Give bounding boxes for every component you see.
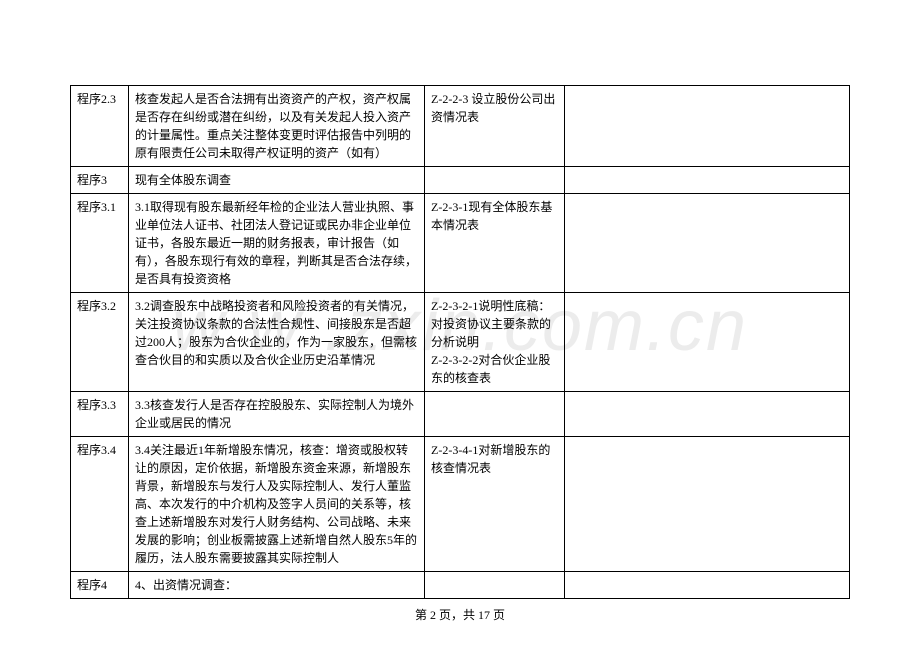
table-cell [425, 167, 565, 194]
table-cell: Z-2-3-4-1对新增股东的核查情况表 [425, 437, 565, 572]
table-cell: Z-2-3-2-1说明性底稿：对投资协议主要条款的分析说明Z-2-3-2-2对合… [425, 293, 565, 392]
table-row: 程序3现有全体股东调查 [71, 167, 850, 194]
table-cell: 4、出资情况调查： [129, 572, 425, 599]
table-cell: 3.4关注最近1年新增股东情况，核查：增资或股权转让的原因，定价依据，新增股东资… [129, 437, 425, 572]
table-cell: 程序3.4 [71, 437, 129, 572]
table-cell: Z-2-2-3 设立股份公司出资情况表 [425, 86, 565, 167]
page-footer: 第 2 页，共 17 页 [0, 606, 920, 623]
table-cell: 3.1取得现有股东最新经年检的企业法人营业执照、事业单位法人证书、社团法人登记证… [129, 194, 425, 293]
table-cell: 程序4 [71, 572, 129, 599]
table-cell [565, 194, 850, 293]
table-row: 程序3.13.1取得现有股东最新经年检的企业法人营业执照、事业单位法人证书、社团… [71, 194, 850, 293]
table-container: 程序2.3核查发起人是否合法拥有出资资产的产权，资产权属是否存在纠纷或潜在纠纷，… [0, 0, 920, 599]
table-cell: 现有全体股东调查 [129, 167, 425, 194]
table-cell [565, 392, 850, 437]
table-row: 程序3.23.2调查股东中战略投资者和风险投资者的有关情况，关注投资协议条款的合… [71, 293, 850, 392]
table-cell [565, 437, 850, 572]
table-row: 程序44、出资情况调查： [71, 572, 850, 599]
table-row: 程序2.3核查发起人是否合法拥有出资资产的产权，资产权属是否存在纠纷或潜在纠纷，… [71, 86, 850, 167]
table-cell: 3.2调查股东中战略投资者和风险投资者的有关情况，关注投资协议条款的合法性合规性… [129, 293, 425, 392]
table-cell: 程序3.3 [71, 392, 129, 437]
main-table: 程序2.3核查发起人是否合法拥有出资资产的产权，资产权属是否存在纠纷或潜在纠纷，… [70, 85, 850, 599]
table-cell: 程序2.3 [71, 86, 129, 167]
table-cell: 程序3.1 [71, 194, 129, 293]
table-cell: 程序3.2 [71, 293, 129, 392]
table-cell [565, 293, 850, 392]
table-cell: Z-2-3-1现有全体股东基本情况表 [425, 194, 565, 293]
table-cell: 核查发起人是否合法拥有出资资产的产权，资产权属是否存在纠纷或潜在纠纷，以及有关发… [129, 86, 425, 167]
table-cell [565, 86, 850, 167]
table-cell [425, 572, 565, 599]
table-cell [565, 572, 850, 599]
table-row: 程序3.43.4关注最近1年新增股东情况，核查：增资或股权转让的原因，定价依据，… [71, 437, 850, 572]
table-row: 程序3.33.3核查发行人是否存在控股股东、实际控制人为境外企业或居民的情况 [71, 392, 850, 437]
table-cell: 程序3 [71, 167, 129, 194]
table-cell [425, 392, 565, 437]
table-cell [565, 167, 850, 194]
table-cell: 3.3核查发行人是否存在控股股东、实际控制人为境外企业或居民的情况 [129, 392, 425, 437]
